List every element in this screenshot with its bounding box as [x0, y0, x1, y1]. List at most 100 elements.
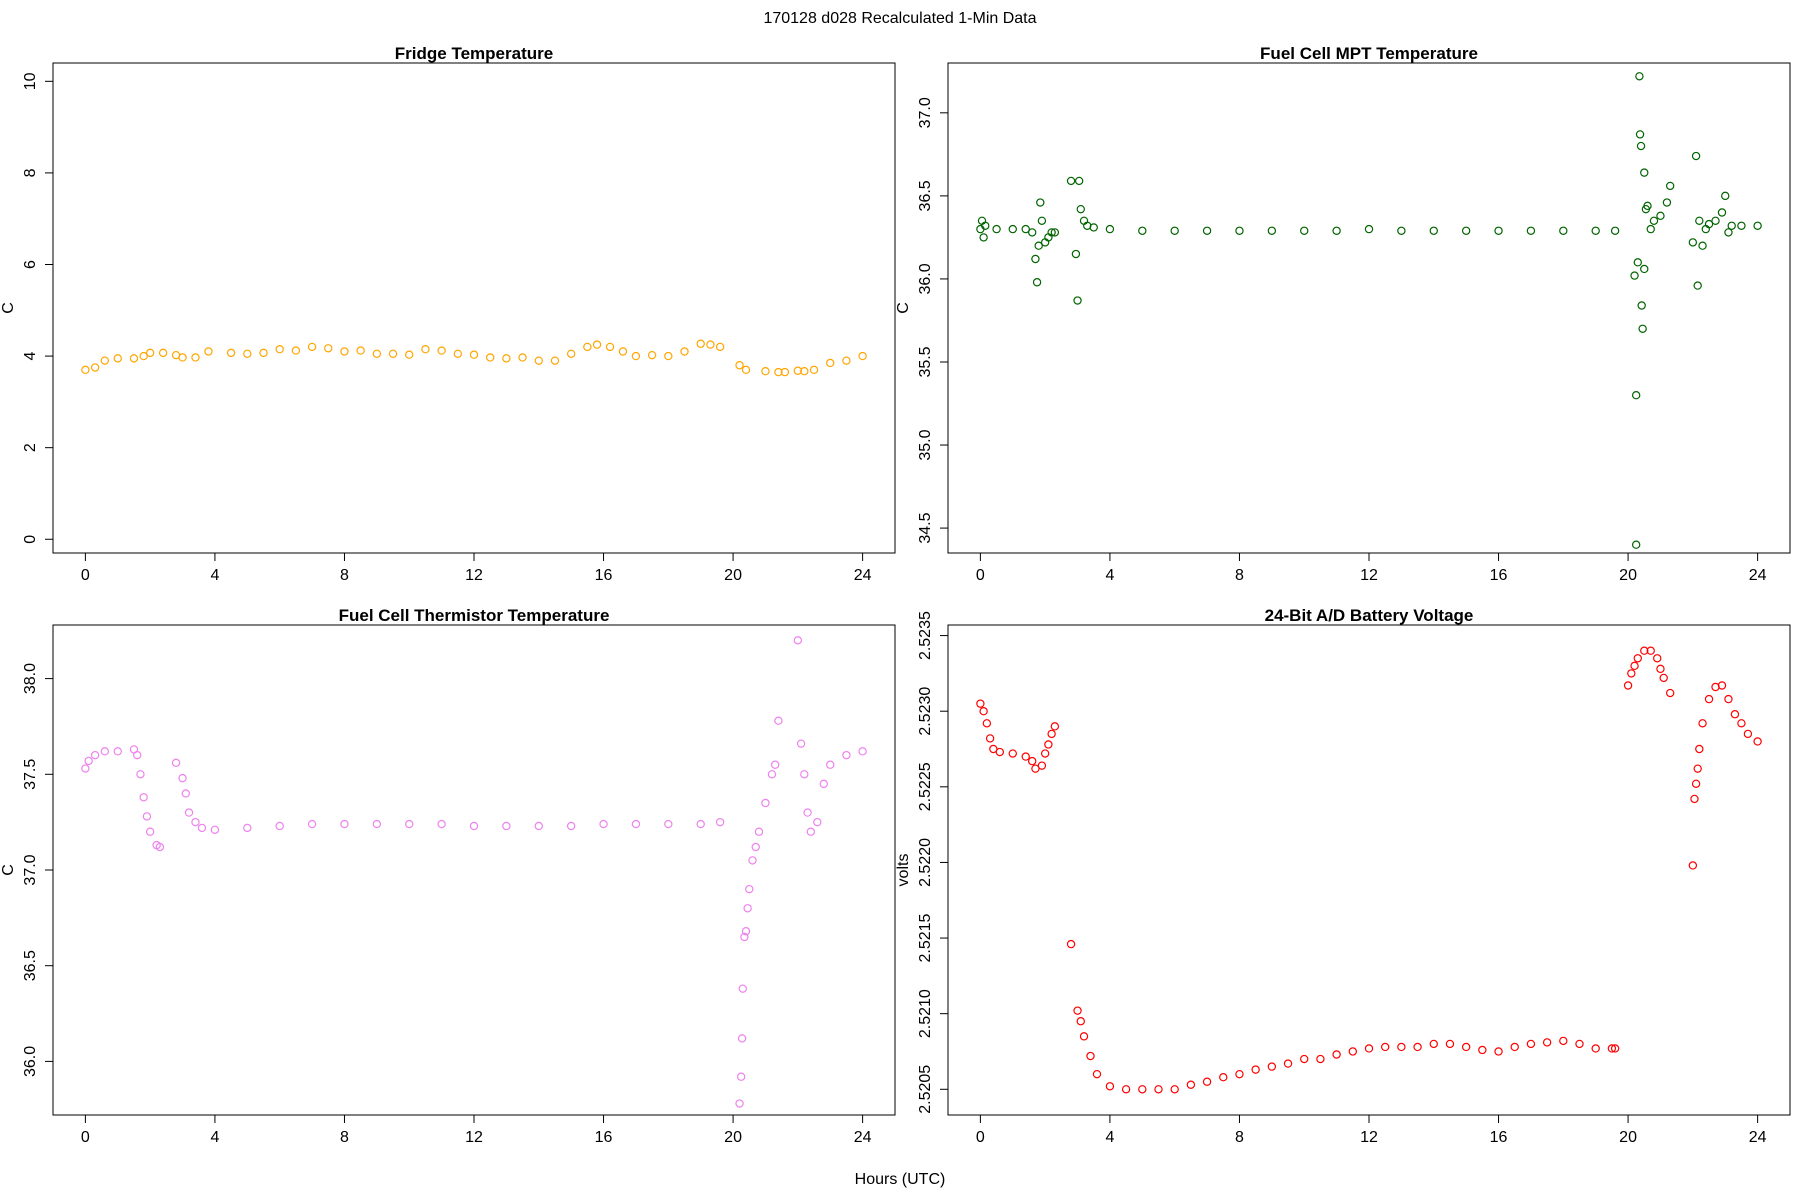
data-point	[1461, 226, 1471, 235]
data-point	[453, 349, 463, 358]
data-point	[1640, 168, 1649, 177]
x-tick-label: 8	[340, 1129, 349, 1146]
data-point	[1630, 661, 1639, 671]
data-point	[243, 349, 252, 358]
data-point	[1332, 1050, 1341, 1059]
data-point	[155, 842, 165, 852]
data-point	[372, 819, 382, 829]
data-point	[813, 817, 822, 827]
data-point	[1643, 201, 1652, 211]
data-point	[518, 353, 527, 362]
data-point	[90, 363, 100, 372]
data-point	[1348, 1047, 1358, 1056]
data-point	[1032, 278, 1042, 287]
data-point	[1631, 540, 1641, 549]
data-point	[388, 349, 398, 358]
data-point	[1649, 216, 1659, 225]
data-point	[803, 808, 812, 817]
data-point	[1724, 228, 1733, 237]
data-point	[1711, 216, 1720, 225]
data-point	[129, 354, 139, 363]
data-point	[178, 773, 187, 783]
data-point	[1047, 228, 1056, 237]
data-point	[618, 347, 628, 356]
data-point	[243, 823, 252, 833]
data-point	[741, 365, 751, 375]
data-point	[767, 770, 777, 779]
data-point	[1640, 646, 1649, 655]
data-point	[995, 747, 1005, 757]
data-point	[113, 354, 122, 363]
y-tick-label: 2.5230	[917, 687, 934, 736]
data-point	[405, 350, 414, 359]
data-point	[1066, 176, 1076, 186]
data-point	[197, 823, 207, 833]
data-point	[1737, 221, 1746, 230]
data-point	[178, 353, 187, 362]
y-axis-label: C	[0, 864, 17, 876]
x-tick-label: 16	[1490, 1129, 1508, 1146]
data-point	[741, 927, 751, 936]
data-point	[715, 817, 725, 827]
data-point	[748, 856, 757, 865]
data-point	[191, 353, 200, 362]
data-point	[1445, 1039, 1455, 1049]
data-point	[1397, 226, 1406, 235]
data-point	[1656, 664, 1665, 674]
y-tick-label: 6	[22, 260, 39, 269]
data-point	[1044, 740, 1053, 749]
data-point	[1154, 1085, 1163, 1094]
data-point	[1364, 224, 1374, 234]
data-point	[976, 699, 985, 708]
data-point	[706, 340, 715, 349]
plot-frame	[947, 624, 1791, 1116]
data-point	[736, 1072, 746, 1081]
data-point	[1753, 221, 1762, 230]
data-point	[534, 821, 543, 831]
data-point	[1724, 694, 1733, 704]
x-tick-label: 12	[1360, 1129, 1378, 1146]
y-axis-label: C	[0, 302, 17, 314]
y-tick-label: 34.5	[917, 512, 934, 543]
data-point	[1526, 1039, 1536, 1049]
data-point	[1526, 226, 1536, 235]
x-tick-label: 20	[724, 1129, 742, 1146]
data-point	[1008, 224, 1017, 234]
data-point	[1034, 241, 1043, 250]
data-point	[81, 764, 90, 773]
data-point	[1659, 673, 1668, 683]
data-point	[1494, 1047, 1503, 1056]
figure-title: 170128 d028 Recalculated 1-Min Data	[763, 10, 1036, 27]
data-series	[81, 339, 867, 377]
data-point	[992, 224, 1001, 234]
data-point	[204, 347, 213, 356]
x-tick-label: 4	[210, 567, 219, 584]
data-point	[1688, 861, 1698, 870]
data-point	[1105, 224, 1115, 234]
data-point	[761, 798, 770, 808]
data-point	[737, 1034, 747, 1043]
x-tick-label: 16	[1490, 567, 1508, 584]
data-point	[1693, 281, 1702, 290]
y-tick-label: 37.0	[22, 854, 39, 885]
data-point	[1332, 226, 1341, 235]
chart-panel-2: Fuel Cell MPT Temperature 0 4 8 12 16 20 24 34.5…	[895, 44, 1791, 584]
data-point	[1698, 241, 1707, 250]
data-point	[1704, 219, 1714, 229]
data-point	[84, 756, 93, 766]
data-point	[1050, 722, 1060, 731]
data-point	[774, 367, 783, 377]
data-point	[1186, 1080, 1196, 1089]
data-point	[1283, 1059, 1293, 1068]
y-tick-label: 2	[22, 443, 39, 452]
plot-frame	[52, 624, 896, 1116]
data-point	[800, 770, 809, 779]
data-point	[592, 340, 602, 349]
y-tick-label: 2.5215	[917, 913, 934, 962]
data-point	[1105, 1082, 1115, 1091]
data-point	[979, 707, 988, 716]
data-point	[275, 345, 284, 354]
data-point	[735, 1099, 744, 1108]
data-point	[1607, 1044, 1617, 1053]
data-point	[1036, 198, 1045, 207]
